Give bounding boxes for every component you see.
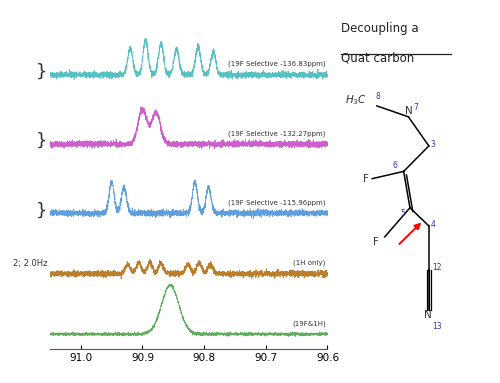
Text: }: } (36, 132, 48, 150)
Text: F: F (372, 237, 378, 247)
Text: F: F (363, 173, 369, 184)
Text: 5: 5 (400, 209, 405, 218)
Text: 7: 7 (413, 103, 418, 112)
Text: 3: 3 (430, 140, 436, 149)
Text: Decoupling a: Decoupling a (340, 22, 418, 35)
Text: 6: 6 (392, 162, 398, 170)
Text: }: } (36, 201, 48, 219)
Text: (19F Selective -115.96ppm): (19F Selective -115.96ppm) (228, 199, 326, 206)
Text: (19F Selective -132.27ppm): (19F Selective -132.27ppm) (228, 130, 326, 136)
Text: }: } (36, 63, 48, 81)
Text: Quat carbon: Quat carbon (340, 51, 414, 64)
Text: (19F Selective -136.83ppm): (19F Selective -136.83ppm) (228, 61, 326, 67)
Text: 13: 13 (432, 322, 442, 331)
Text: 2; 2.0Hz: 2; 2.0Hz (13, 259, 48, 268)
Text: 8: 8 (376, 92, 380, 101)
Text: 12: 12 (432, 264, 442, 272)
Text: (19F&1H): (19F&1H) (292, 320, 326, 327)
Text: N: N (424, 310, 432, 320)
Text: (1H only): (1H only) (294, 260, 326, 266)
Text: N: N (406, 106, 413, 116)
Text: 4: 4 (430, 220, 436, 229)
Text: $H_3C$: $H_3C$ (346, 93, 368, 107)
